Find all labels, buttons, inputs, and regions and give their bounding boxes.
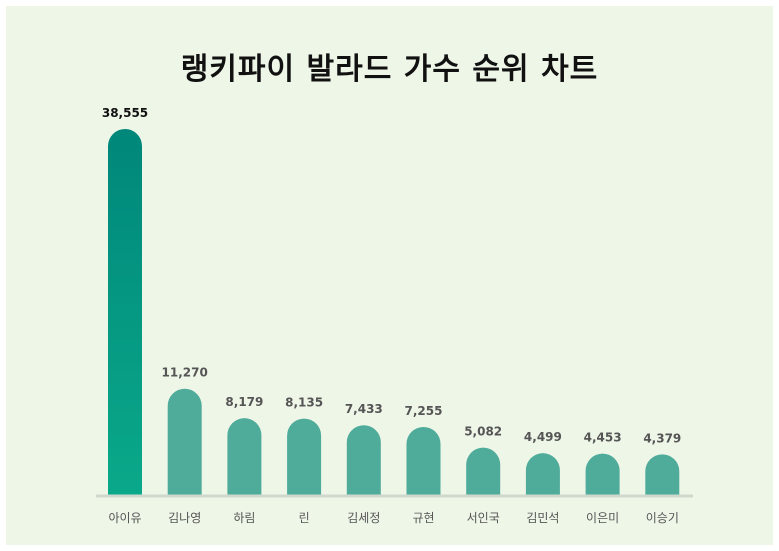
category-label-2: 하림 <box>233 511 255 525</box>
value-label-8: 4,453 <box>584 431 622 445</box>
value-label-9: 4,379 <box>643 431 681 445</box>
value-label-4: 7,433 <box>345 402 383 416</box>
category-label-0: 아이유 <box>108 511 141 525</box>
bar-6 <box>466 447 501 496</box>
bar-7 <box>525 453 560 496</box>
bar-3 <box>287 418 322 496</box>
category-label-3: 린 <box>299 511 310 525</box>
bar-8 <box>585 453 620 496</box>
bar-1 <box>167 388 202 496</box>
bar-9 <box>645 454 680 496</box>
bar-4 <box>346 425 381 496</box>
value-label-1: 11,270 <box>162 366 208 380</box>
value-label-2: 8,179 <box>225 395 263 409</box>
value-label-0: 38,555 <box>102 106 148 120</box>
category-label-6: 서인국 <box>467 511 500 525</box>
value-label-6: 5,082 <box>464 425 502 439</box>
category-label-1: 김나영 <box>168 511 201 525</box>
category-label-9: 이승기 <box>646 511 679 525</box>
chart-title: 랭키파이 발라드 가수 순위 차트 <box>180 52 599 87</box>
value-label-5: 7,255 <box>405 404 443 418</box>
value-label-7: 4,499 <box>524 430 562 444</box>
category-label-4: 김세정 <box>347 511 380 525</box>
category-label-5: 규현 <box>412 511 434 525</box>
category-label-7: 김민석 <box>526 511 559 525</box>
bar-2 <box>227 418 262 496</box>
value-label-3: 8,135 <box>285 396 323 410</box>
bar-0 <box>108 129 142 496</box>
category-label-8: 이은미 <box>586 511 619 525</box>
bar-5 <box>406 426 441 496</box>
